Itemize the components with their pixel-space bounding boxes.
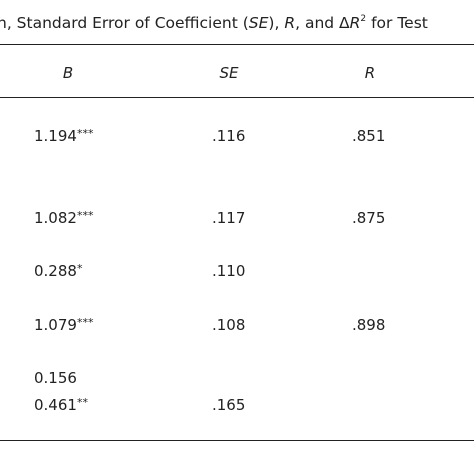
cell-b: 0.288* bbox=[34, 262, 82, 280]
cell-se: .116 bbox=[212, 127, 246, 145]
coefficient: 0.156 bbox=[34, 369, 77, 387]
title-text: R bbox=[284, 14, 296, 32]
cell-r: .875 bbox=[352, 209, 386, 227]
cell-r: .851 bbox=[352, 127, 386, 145]
title-text: for Test bbox=[366, 14, 428, 32]
title-superscript: 2 bbox=[360, 14, 367, 24]
cell-b: 0.461** bbox=[34, 396, 88, 414]
top-rule bbox=[0, 44, 474, 45]
column-header: SE bbox=[219, 64, 239, 82]
cell-b: 1.194*** bbox=[34, 127, 93, 145]
coefficient: 1.194 bbox=[34, 127, 77, 145]
coefficient: 1.082 bbox=[34, 209, 77, 227]
significance: ** bbox=[76, 396, 88, 409]
cell-r: .898 bbox=[352, 316, 386, 334]
title-text: SE bbox=[248, 14, 269, 32]
column-header: B bbox=[62, 64, 74, 82]
significance: *** bbox=[76, 127, 94, 140]
cell-se: .165 bbox=[212, 396, 246, 414]
header-rule bbox=[0, 97, 474, 98]
cell-b: 0.156 bbox=[34, 369, 77, 387]
cell-b: 1.082*** bbox=[34, 209, 93, 227]
significance: *** bbox=[76, 209, 94, 222]
title-text: R bbox=[349, 14, 361, 32]
table-title: n, Standard Error of Coefficient (SE), R… bbox=[0, 14, 428, 32]
cell-b: 1.079*** bbox=[34, 316, 93, 334]
title-text: ), bbox=[268, 14, 285, 32]
title-text: , and Δ bbox=[295, 14, 350, 32]
coefficient: 0.461 bbox=[34, 396, 77, 414]
cell-se: .117 bbox=[212, 209, 246, 227]
coefficient: 0.288 bbox=[34, 262, 77, 280]
significance: *** bbox=[76, 316, 94, 329]
column-header: R bbox=[364, 64, 376, 82]
coefficient: 1.079 bbox=[34, 316, 77, 334]
bottom-rule bbox=[0, 440, 474, 441]
title-text: n, Standard Error of Coefficient ( bbox=[0, 14, 249, 32]
cell-se: .110 bbox=[212, 262, 246, 280]
significance: * bbox=[76, 262, 83, 275]
cell-se: .108 bbox=[212, 316, 246, 334]
